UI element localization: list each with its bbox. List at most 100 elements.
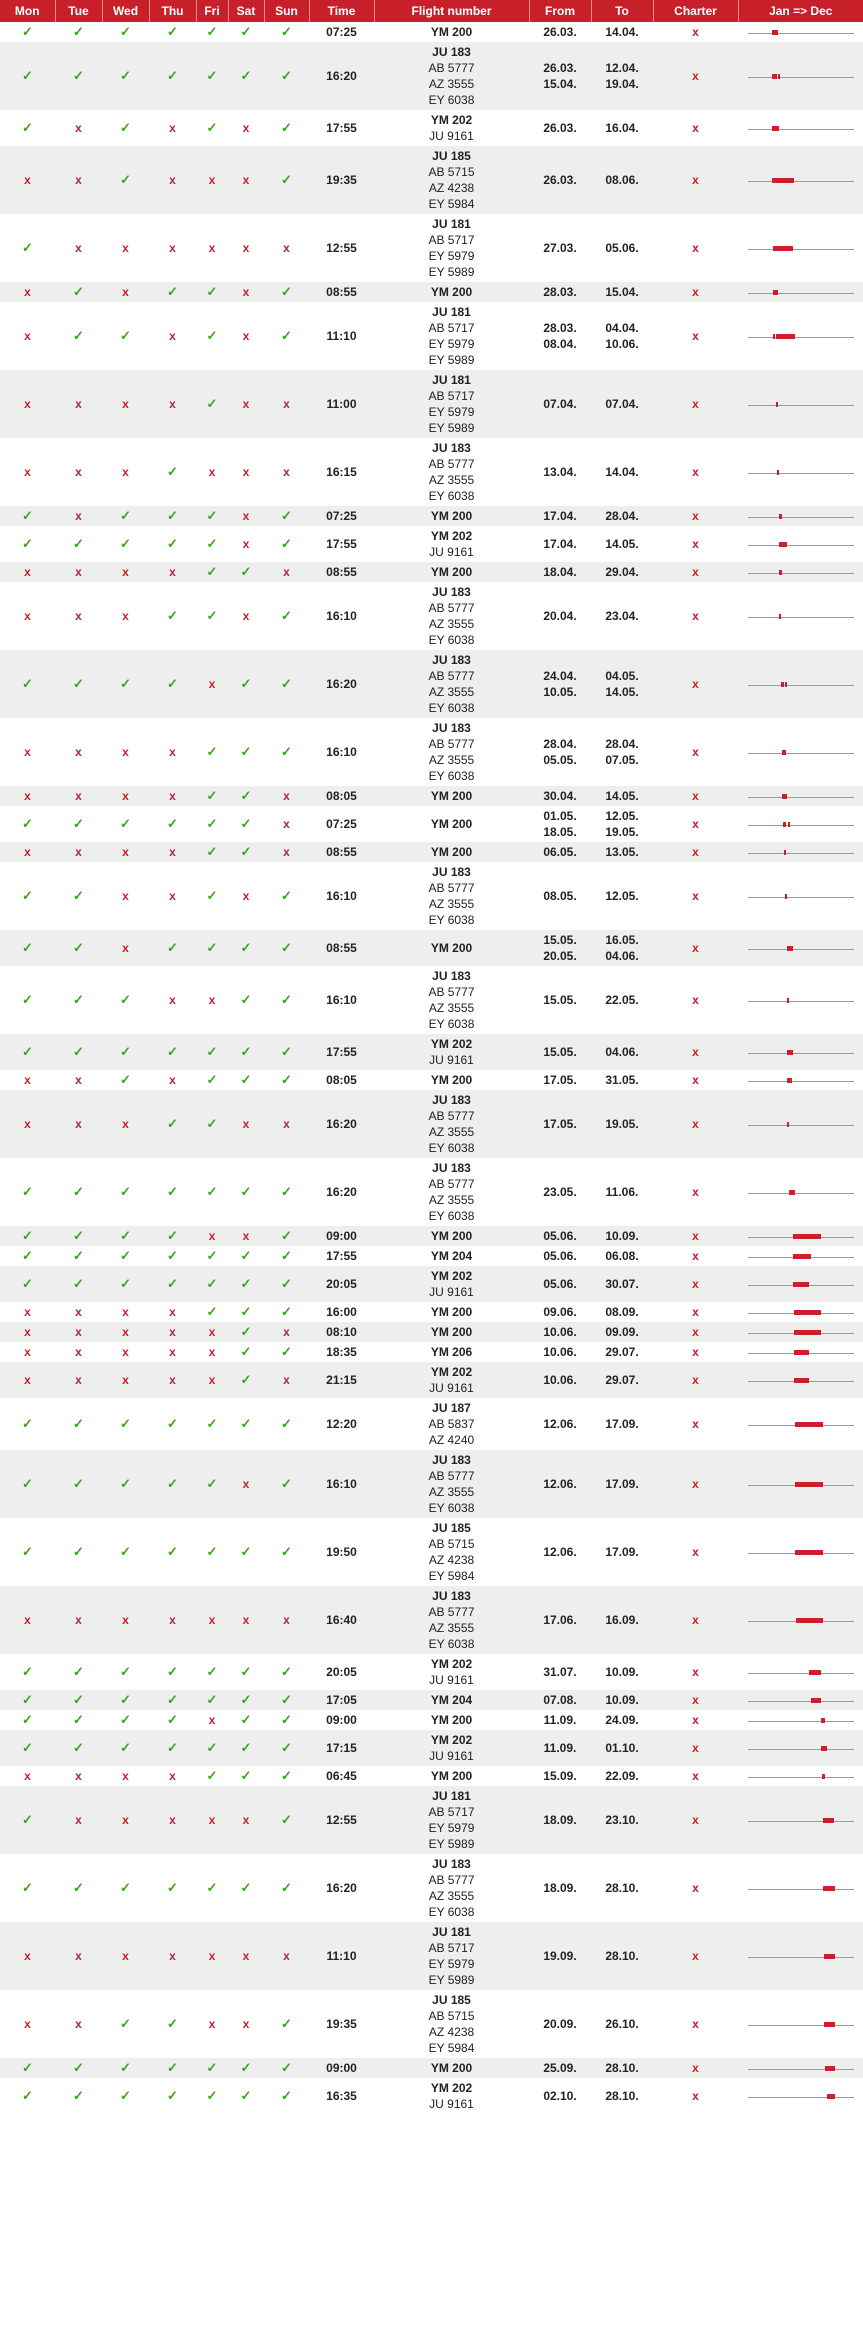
charter-cell: x bbox=[653, 1226, 738, 1246]
day-cell-fri: x bbox=[196, 146, 228, 214]
cross-icon: x bbox=[24, 845, 31, 859]
day-cell-sat: ✓ bbox=[228, 1302, 264, 1322]
from-date: 23.05. bbox=[529, 1158, 591, 1226]
date-value: 29.07. bbox=[605, 1345, 639, 1359]
day-cell-mon: x bbox=[0, 438, 55, 506]
check-icon: ✓ bbox=[120, 1228, 131, 1243]
flight-number: EY 5989 bbox=[428, 1973, 475, 1987]
day-cell-sun: ✓ bbox=[264, 2058, 309, 2078]
day-cell-fri: ✓ bbox=[196, 862, 228, 930]
day-cell-mon: x bbox=[0, 718, 55, 786]
flight-number: YM 202 bbox=[430, 1657, 473, 1671]
cross-icon: x bbox=[208, 173, 216, 187]
date-value: 07.08. bbox=[543, 1693, 577, 1707]
cross-icon: x bbox=[75, 565, 82, 579]
period-segment bbox=[787, 1078, 792, 1083]
cross-icon: x bbox=[242, 537, 250, 551]
period-segment bbox=[772, 30, 778, 35]
day-cell-sun: ✓ bbox=[264, 1450, 309, 1518]
period-bar bbox=[747, 1952, 854, 1960]
day-cell-fri: x bbox=[196, 1362, 228, 1398]
period-segment bbox=[782, 822, 787, 827]
check-icon: ✓ bbox=[240, 24, 252, 39]
flight-numbers: JU 183 AB 5777 AZ 3555 EY 6038 bbox=[374, 582, 529, 650]
period-cell bbox=[738, 1766, 863, 1786]
period-cell bbox=[738, 1854, 863, 1922]
check-icon: ✓ bbox=[281, 608, 292, 623]
cross-icon: x bbox=[692, 2089, 699, 2103]
date-value: 08.09. bbox=[605, 1305, 639, 1319]
cross-icon: x bbox=[169, 329, 176, 343]
to-date: 12.05. bbox=[591, 862, 653, 930]
flight-number: AB 5715 bbox=[428, 165, 475, 179]
to-date: 17.09. bbox=[591, 1398, 653, 1450]
period-bar bbox=[747, 72, 854, 80]
day-cell-sat: ✓ bbox=[228, 1070, 264, 1090]
cross-icon: x bbox=[692, 397, 699, 411]
period-segment bbox=[772, 334, 776, 339]
period-segment bbox=[794, 1550, 824, 1555]
timeline-line bbox=[747, 1701, 854, 1702]
to-date: 12.04. 19.04. bbox=[591, 42, 653, 110]
cross-icon: x bbox=[283, 789, 290, 803]
departure-time: 09:00 bbox=[309, 1710, 374, 1730]
flight-number: EY 6038 bbox=[428, 1501, 475, 1515]
flight-numbers: JU 183 AB 5777 AZ 3555 EY 6038 bbox=[374, 1158, 529, 1226]
date-value: 26.03. bbox=[543, 173, 577, 187]
check-icon: ✓ bbox=[206, 2060, 218, 2075]
cross-icon: x bbox=[692, 1881, 699, 1895]
day-cell-sun: x bbox=[264, 562, 309, 582]
day-cell-fri: ✓ bbox=[196, 282, 228, 302]
charter-cell: x bbox=[653, 1586, 738, 1654]
date-value: 16.05. bbox=[605, 933, 639, 947]
table-row: ✓ ✓ ✓ ✓ ✓ x ✓ 17:55 YM 202 JU 9161 17.04. 14.05. x bbox=[0, 526, 863, 562]
check-icon: ✓ bbox=[167, 2088, 178, 2103]
flight-number: AZ 3555 bbox=[428, 1001, 475, 1015]
period-cell bbox=[738, 1158, 863, 1226]
day-cell-sat: ✓ bbox=[228, 1518, 264, 1586]
table-row: ✓ ✓ ✓ ✓ x x ✓ 09:00 YM 200 05.06. 10.09. x bbox=[0, 1226, 863, 1246]
charter-cell: x bbox=[653, 1246, 738, 1266]
date-value: 26.03. bbox=[543, 121, 577, 135]
cross-icon: x bbox=[169, 889, 176, 903]
period-bar bbox=[747, 1232, 854, 1240]
check-icon: ✓ bbox=[206, 284, 218, 299]
flight-number: AB 5715 bbox=[428, 2009, 475, 2023]
timeline-line bbox=[747, 337, 854, 338]
flight-number: JU 183 bbox=[432, 585, 471, 599]
cross-icon: x bbox=[169, 1813, 176, 1827]
date-value: 18.09. bbox=[543, 1881, 577, 1895]
to-date: 24.09. bbox=[591, 1710, 653, 1730]
check-icon: ✓ bbox=[22, 1544, 33, 1559]
check-icon: ✓ bbox=[281, 2060, 292, 2075]
cross-icon: x bbox=[75, 509, 82, 523]
cross-icon: x bbox=[692, 1185, 699, 1199]
timeline-line bbox=[747, 1673, 854, 1674]
flight-number: JU 185 bbox=[432, 149, 471, 163]
header-fri: Fri bbox=[196, 0, 229, 22]
day-cell-thu: x bbox=[149, 1322, 196, 1342]
day-cell-thu: ✓ bbox=[149, 438, 196, 506]
period-cell bbox=[738, 1922, 863, 1990]
cross-icon: x bbox=[692, 1073, 699, 1087]
flight-number: AB 5777 bbox=[428, 1469, 475, 1483]
day-cell-thu: ✓ bbox=[149, 1854, 196, 1922]
period-bar bbox=[747, 28, 854, 36]
period-bar bbox=[747, 848, 854, 856]
from-date: 07.04. bbox=[529, 370, 591, 438]
day-cell-thu: ✓ bbox=[149, 506, 196, 526]
flight-number: YM 200 bbox=[430, 941, 473, 955]
to-date: 22.09. bbox=[591, 1766, 653, 1786]
check-icon: ✓ bbox=[206, 1072, 218, 1087]
flight-numbers: JU 185 AB 5715 AZ 4238 EY 5984 bbox=[374, 1990, 529, 2058]
date-value: 10.05. bbox=[543, 685, 577, 699]
date-value: 07.04. bbox=[543, 397, 577, 411]
check-icon: ✓ bbox=[120, 68, 131, 83]
flight-number: JU 9161 bbox=[429, 1053, 474, 1067]
departure-time: 16:00 bbox=[309, 1302, 374, 1322]
date-value: 16.04. bbox=[605, 121, 639, 135]
check-icon: ✓ bbox=[22, 1228, 33, 1243]
flight-numbers: JU 181 AB 5717 EY 5979 EY 5989 bbox=[374, 370, 529, 438]
period-cell bbox=[738, 1398, 863, 1450]
from-date: 17.05. bbox=[529, 1090, 591, 1158]
